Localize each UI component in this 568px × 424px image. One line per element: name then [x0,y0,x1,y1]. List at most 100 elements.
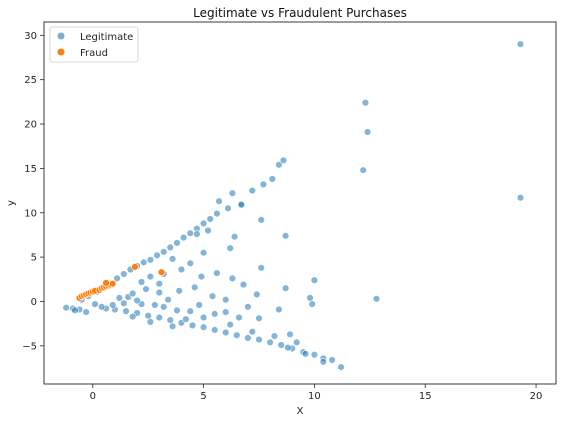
point-legitimate-84 [301,350,310,358]
point-legitimate-20 [186,229,195,237]
point-legitimate-17 [166,243,175,252]
point-legitimate-33 [281,232,290,240]
point-legitimate-71 [222,328,230,337]
point-legitimate-92 [133,296,141,305]
y-tick-label: 5 [31,253,37,264]
point-legitimate-86 [115,294,124,302]
point-legitimate-19 [179,233,188,242]
point-legitimate-101 [248,328,257,336]
point-legitimate-126 [516,40,525,48]
point-legitimate-119 [71,306,79,315]
point-legitimate-98 [129,312,137,321]
point-legitimate-72 [233,331,241,339]
point-legitimate-44 [257,264,265,272]
point-legitimate-40 [186,259,195,267]
point-fraud-14 [108,280,117,288]
y-tick-label: 0 [31,297,37,308]
point-legitimate-16 [160,248,168,256]
point-legitimate-31 [279,156,288,165]
y-axis-label: y [6,200,17,206]
point-legitimate-116 [91,300,99,308]
point-legitimate-113 [137,278,146,286]
point-legitimate-34 [228,189,237,197]
point-legitimate-23 [206,215,214,223]
legend-box [49,26,139,63]
point-legitimate-62 [122,307,130,315]
point-legitimate-115 [175,287,183,295]
point-legitimate-76 [277,341,285,349]
point-legitimate-73 [244,334,252,342]
point-legitimate-27 [248,186,257,195]
point-legitimate-49 [306,294,314,302]
y-tick-label: 15 [24,164,37,175]
point-legitimate-55 [211,310,219,318]
point-legitimate-106 [244,303,252,311]
x-tick-label: 0 [90,391,96,402]
point-legitimate-124 [363,128,372,136]
y-axis-ticks: −5 0 5 10 15 20 25 30 [22,31,44,352]
point-fraud-15 [102,279,110,287]
point-legitimate-42 [197,272,206,281]
point-legitimate-46 [239,280,248,289]
x-tick-label: 20 [530,391,543,402]
point-legitimate-70 [211,326,219,334]
point-legitimate-82 [337,363,345,371]
point-legitimate-64 [144,312,152,320]
point-legitimate-15 [153,251,161,260]
point-legitimate-81 [328,356,336,364]
legend-label-fraud: Fraud [80,48,108,59]
point-legitimate-10 [120,270,128,278]
point-legitimate-85 [284,343,292,352]
point-fraud-17 [157,268,166,276]
point-legitimate-28 [259,180,268,189]
point-legitimate-128 [372,295,381,303]
point-legitimate-127 [516,194,525,202]
point-legitimate-38 [204,226,212,235]
x-tick-label: 10 [308,391,321,402]
point-legitimate-56 [186,307,195,315]
point-legitimate-95 [182,315,190,323]
legend-marker-legitimate [57,32,65,40]
point-legitimate-69 [199,323,208,331]
x-tick-label: 5 [200,391,206,402]
point-legitimate-66 [166,316,175,324]
y-tick-label: 10 [24,208,37,219]
x-tick-label: 15 [419,391,432,402]
point-legitimate-43 [213,269,221,277]
point-legitimate-65 [155,313,164,322]
point-legitimate-39 [168,255,177,263]
point-legitimate-35 [237,201,246,209]
point-legitimate-36 [215,197,223,205]
y-tick-label: −5 [22,341,37,352]
point-legitimate-54 [222,308,230,316]
y-tick-label: 25 [24,75,37,86]
point-legitimate-103 [195,301,203,309]
point-legitimate-114 [191,283,199,291]
point-legitimate-14 [146,256,155,264]
point-legitimate-74 [255,335,263,344]
point-legitimate-48 [253,290,261,299]
point-legitimate-13 [140,258,148,267]
point-legitimate-83 [319,358,327,366]
point-legitimate-53 [255,314,263,322]
legend-label-legitimate: Legitimate [80,32,133,43]
point-legitimate-3 [82,308,90,316]
point-legitimate-32 [257,216,265,224]
y-tick-label: 20 [24,120,37,131]
point-legitimate-123 [361,98,370,107]
point-legitimate-68 [188,321,197,330]
point-legitimate-47 [281,284,290,292]
point-legitimate-45 [228,274,237,283]
point-legitimate-25 [224,204,232,213]
point-legitimate-88 [142,285,150,293]
point-fraud-16 [131,263,139,271]
series-fraud [75,263,166,302]
point-legitimate-90 [164,296,172,304]
point-legitimate-79 [310,351,319,359]
legend: Legitimate Fraud [49,26,139,63]
point-legitimate-102 [270,332,279,340]
point-legitimate-121 [226,244,234,252]
point-legitimate-109 [293,338,301,346]
point-legitimate-24 [213,209,221,218]
